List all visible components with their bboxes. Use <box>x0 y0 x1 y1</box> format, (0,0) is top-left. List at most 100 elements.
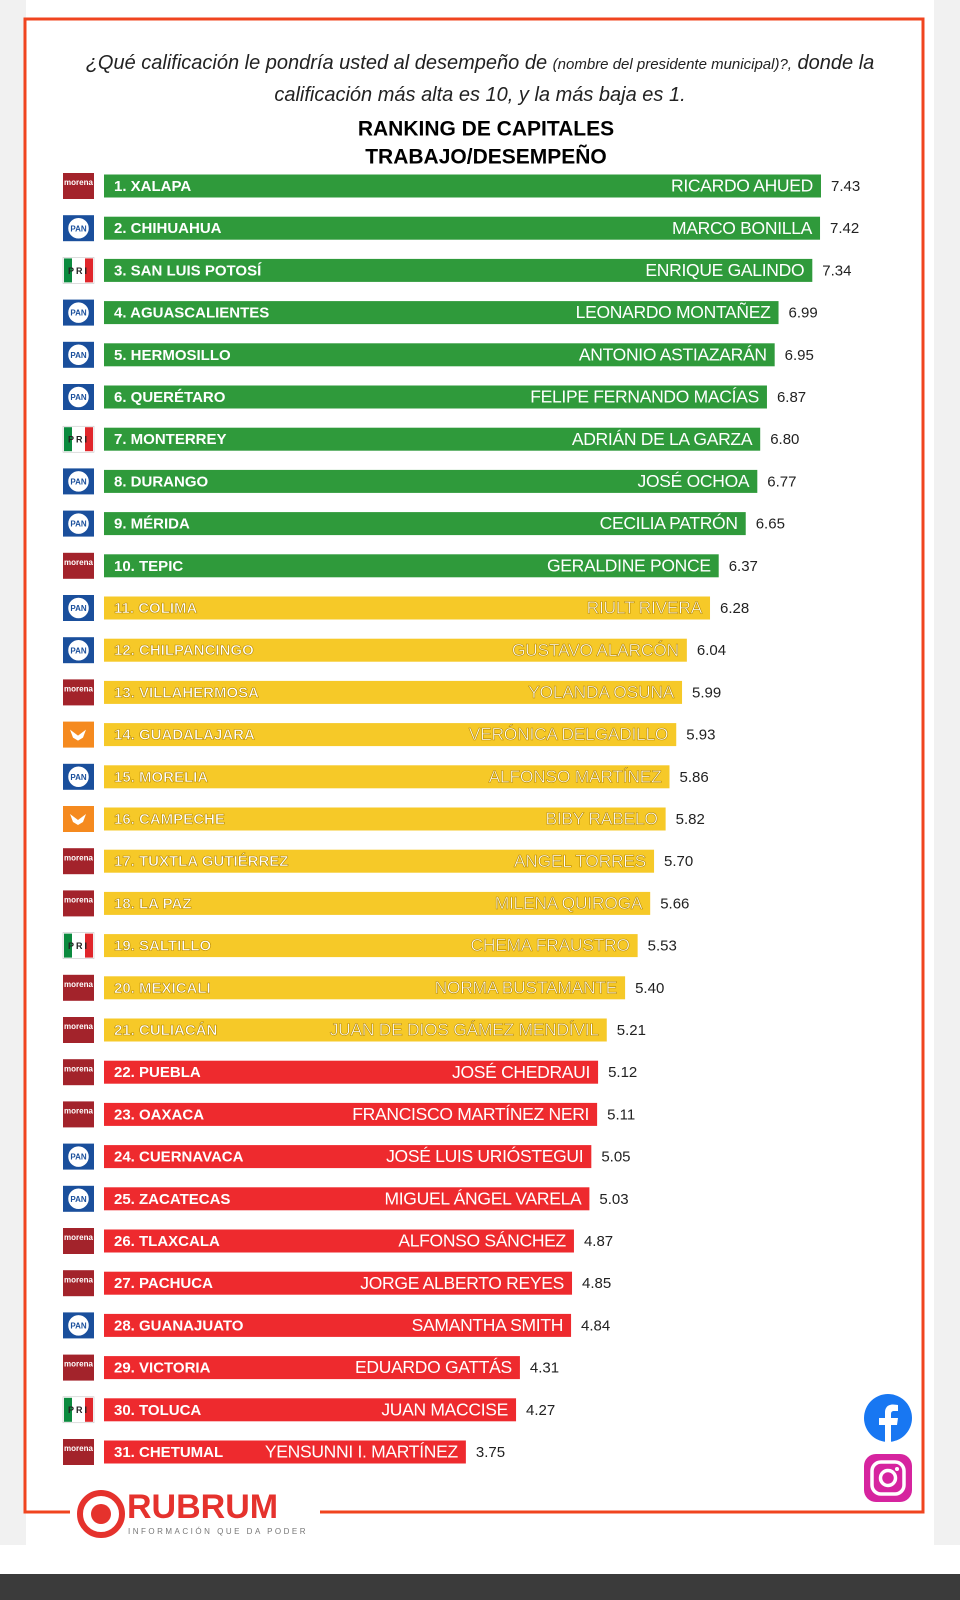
party-label: morena <box>64 1444 93 1453</box>
party-label: morena <box>64 853 93 862</box>
party-label: morena <box>64 1064 93 1073</box>
party-label: morena <box>64 685 93 694</box>
city-label: 25. ZACATECAS <box>114 1191 230 1208</box>
value-label: 6.37 <box>729 558 758 575</box>
party-label: morena <box>64 1022 93 1031</box>
name-label: RICARDO AHUED <box>671 176 813 196</box>
value-label: 5.53 <box>648 938 677 955</box>
value-label: 5.21 <box>617 1022 646 1039</box>
chart-title: RANKING DE CAPITALES <box>358 118 614 141</box>
question-text: ¿Qué calificación le pondría usted al de… <box>85 52 548 74</box>
city-label: 12. CHILPANCINGO <box>114 642 254 659</box>
name-label: GERALDINE PONCE <box>547 555 711 575</box>
party-label: PRI <box>68 941 89 951</box>
party-logo <box>66 765 91 789</box>
name-label: SAMANTHA SMITH <box>412 1315 563 1335</box>
party-label: morena <box>64 1233 93 1242</box>
facebook-glyph <box>879 1404 898 1442</box>
city-label: 16. CAMPECHE <box>114 811 225 828</box>
name-label: CHEMA FRAUSTRO <box>470 935 629 955</box>
bar <box>104 723 677 747</box>
party-logo <box>63 1228 94 1254</box>
party-label: PAN <box>70 773 87 782</box>
bar <box>104 1102 598 1126</box>
bar <box>104 596 711 620</box>
bar <box>104 216 821 240</box>
party-logo <box>63 806 94 832</box>
value-label: 5.12 <box>608 1064 637 1081</box>
party-label: PAN <box>70 520 87 529</box>
city-label: 27. PACHUCA <box>114 1275 213 1292</box>
instagram-glyph <box>895 1467 899 1471</box>
name-label: JORGE ALBERTO REYES <box>360 1273 564 1293</box>
party-logo <box>85 258 93 283</box>
name-label: FELIPE FERNANDO MACÍAS <box>530 387 759 407</box>
party-logo <box>63 721 94 748</box>
value-label: 5.99 <box>692 684 721 701</box>
party-logo <box>63 890 94 917</box>
value-label: 5.03 <box>599 1191 628 1208</box>
party-logo <box>85 1397 93 1422</box>
instagram-icon[interactable] <box>864 1454 912 1502</box>
name-label: YENSUNNI I. MARTÍNEZ <box>265 1442 459 1462</box>
value-label: 5.70 <box>664 853 693 870</box>
party-logo <box>70 814 86 825</box>
bar <box>104 1313 572 1337</box>
logo-dot <box>91 1504 111 1524</box>
city-label: 2. CHIHUAHUA <box>114 220 222 237</box>
value-label: 5.40 <box>635 980 664 997</box>
party-label: PAN <box>70 1322 87 1331</box>
value-label: 6.77 <box>767 473 796 490</box>
value-label: 5.82 <box>676 811 705 828</box>
party-logo <box>85 427 93 452</box>
tagline: INFORMACIÓN QUE DA PODER <box>128 1527 308 1536</box>
value-label: 5.93 <box>686 727 715 744</box>
name-label: MILENA QUIROGA <box>495 893 643 913</box>
party-logo <box>85 933 93 958</box>
party-logo <box>66 1187 91 1211</box>
question: ¿Qué calificación le pondría usted al de… <box>80 48 880 110</box>
party-logo <box>63 1059 94 1086</box>
city-label: 26. TLAXCALA <box>114 1233 220 1250</box>
name-label: BIBY RABELO <box>546 809 658 829</box>
party-logo <box>66 638 91 662</box>
value-label: 3.75 <box>476 1444 505 1461</box>
name-label: VERÓNICA DELGADILLO <box>469 723 669 744</box>
name-label: JUAN MACCISE <box>381 1399 508 1419</box>
name-label: NORMA BUSTAMANTE <box>435 977 618 997</box>
bar <box>104 891 651 915</box>
city-label: 17. TUXTLA GUTIÉRREZ <box>114 853 288 870</box>
city-label: 7. MONTERREY <box>114 431 227 448</box>
city-label: 20. MEXICALI <box>114 980 211 997</box>
name-label: ENRIQUE GALINDO <box>645 260 804 280</box>
bar <box>104 638 687 662</box>
party-label: PRI <box>68 435 89 445</box>
city-label: 28. GUANAJUATO <box>114 1317 244 1334</box>
instagram-glyph <box>870 1460 906 1496</box>
name-label: MIGUEL ÁNGEL VARELA <box>384 1188 582 1208</box>
party-logo <box>64 427 72 452</box>
party-label: morena <box>64 1275 93 1284</box>
logo-ring <box>77 1490 125 1538</box>
bar <box>104 1398 517 1422</box>
name-label: GUSTAVO ALARCÓN <box>512 639 679 660</box>
side-strip <box>934 0 960 1545</box>
value-label: 4.85 <box>582 1275 611 1292</box>
party-logo <box>70 729 86 741</box>
instagram-glyph <box>878 1468 898 1488</box>
name-label: ANGEL TORRES <box>514 851 646 871</box>
bar <box>104 427 761 451</box>
party-logo <box>66 511 91 536</box>
name-label: FRANCISCO MARTÍNEZ NERI <box>352 1104 589 1124</box>
value-label: 4.27 <box>526 1402 555 1419</box>
city-label: 31. CHETUMAL <box>114 1444 223 1461</box>
city-label: 10. TEPIC <box>114 558 183 575</box>
bar <box>104 301 779 325</box>
party-logo <box>64 933 72 958</box>
name-label: LEONARDO MONTAÑEZ <box>576 301 771 322</box>
name-label: JOSÉ CHEDRAUI <box>452 1062 590 1082</box>
party-label: PRI <box>68 266 89 276</box>
party-logo <box>66 343 91 367</box>
party-logo <box>66 385 91 409</box>
